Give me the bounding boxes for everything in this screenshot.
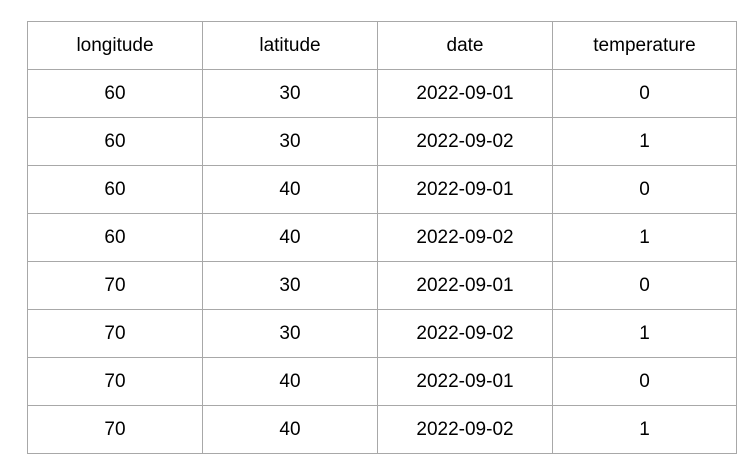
table-row: 60 30 2022-09-01 0 (27, 69, 737, 118)
cell-date: 2022-09-02 (377, 117, 553, 166)
table-row: 70 40 2022-09-01 0 (27, 357, 737, 406)
table-row: 60 40 2022-09-01 0 (27, 165, 737, 214)
cell-date: 2022-09-01 (377, 69, 553, 118)
cell-longitude: 70 (27, 405, 203, 454)
table-body: 60 30 2022-09-01 0 60 30 2022-09-02 1 60… (27, 69, 737, 454)
cell-temperature: 0 (552, 261, 737, 310)
table-row: 70 30 2022-09-01 0 (27, 261, 737, 310)
cell-latitude: 40 (202, 357, 378, 406)
cell-latitude: 30 (202, 117, 378, 166)
cell-longitude: 70 (27, 309, 203, 358)
cell-latitude: 30 (202, 309, 378, 358)
cell-temperature: 1 (552, 213, 737, 262)
header-cell-longitude: longitude (27, 21, 203, 70)
table-row: 70 30 2022-09-02 1 (27, 309, 737, 358)
cell-longitude: 60 (27, 165, 203, 214)
cell-temperature: 1 (552, 117, 737, 166)
cell-temperature: 0 (552, 69, 737, 118)
cell-latitude: 30 (202, 261, 378, 310)
cell-temperature: 1 (552, 309, 737, 358)
cell-longitude: 60 (27, 117, 203, 166)
cell-longitude: 60 (27, 69, 203, 118)
cell-latitude: 40 (202, 405, 378, 454)
cell-temperature: 0 (552, 357, 737, 406)
table-row: 70 40 2022-09-02 1 (27, 405, 737, 454)
cell-date: 2022-09-01 (377, 165, 553, 214)
cell-latitude: 40 (202, 213, 378, 262)
cell-temperature: 1 (552, 405, 737, 454)
table-row: 60 40 2022-09-02 1 (27, 213, 737, 262)
header-cell-date: date (377, 21, 553, 70)
cell-longitude: 70 (27, 357, 203, 406)
table-header: longitude latitude date temperature (27, 21, 737, 70)
table-row: 60 30 2022-09-02 1 (27, 117, 737, 166)
cell-date: 2022-09-01 (377, 261, 553, 310)
cell-date: 2022-09-02 (377, 309, 553, 358)
cell-temperature: 0 (552, 165, 737, 214)
header-cell-temperature: temperature (552, 21, 737, 70)
cell-date: 2022-09-01 (377, 357, 553, 406)
header-cell-latitude: latitude (202, 21, 378, 70)
data-table: longitude latitude date temperature 60 3… (27, 21, 737, 454)
cell-latitude: 30 (202, 69, 378, 118)
cell-longitude: 60 (27, 213, 203, 262)
cell-longitude: 70 (27, 261, 203, 310)
cell-date: 2022-09-02 (377, 405, 553, 454)
header-row: longitude latitude date temperature (27, 21, 737, 70)
cell-date: 2022-09-02 (377, 213, 553, 262)
cell-latitude: 40 (202, 165, 378, 214)
